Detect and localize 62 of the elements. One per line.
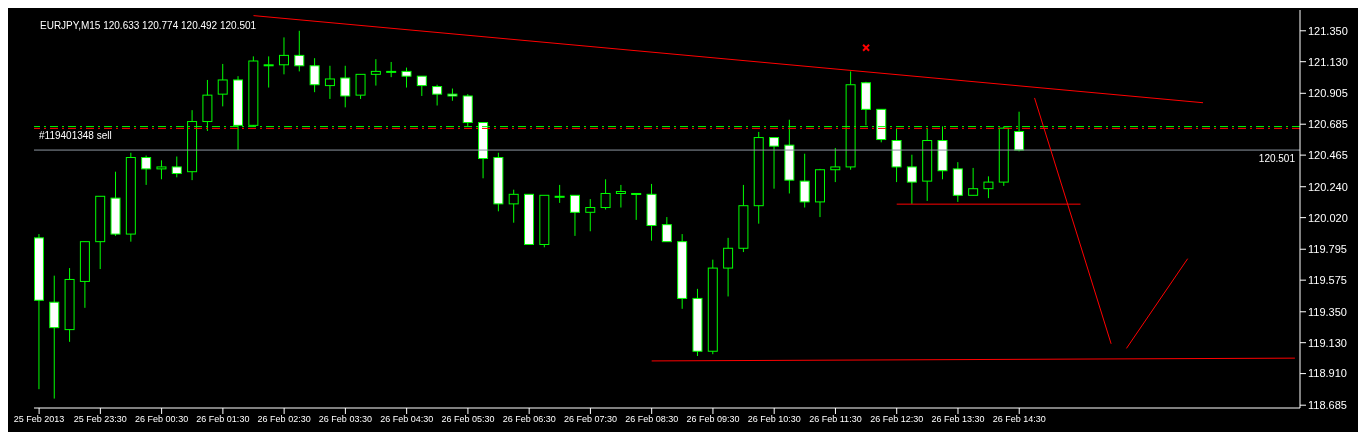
candlestick — [631, 192, 642, 221]
candlestick — [585, 198, 596, 232]
x-tick-label: 26 Feb 13:30 — [931, 414, 985, 425]
y-tick-label: 119.130 — [1308, 336, 1347, 349]
y-tick-label: 120.020 — [1308, 211, 1348, 224]
candlestick — [615, 184, 626, 209]
candlestick — [661, 216, 672, 243]
y-tick-label: 119.795 — [1308, 243, 1347, 256]
y-tick-label: 120.465 — [1308, 149, 1348, 162]
candlestick — [416, 75, 427, 97]
y-tick-label: 121.350 — [1308, 24, 1348, 37]
candlestick — [263, 55, 274, 89]
candlestick — [830, 147, 841, 183]
x-tick-label: 25 Feb 23:30 — [73, 414, 127, 425]
candlestick — [278, 36, 289, 75]
candlestick — [141, 155, 152, 186]
candlestick — [769, 137, 780, 190]
y-tick-label: 121.130 — [1308, 55, 1348, 68]
x-tick-label: 26 Feb 03:30 — [318, 414, 372, 425]
candlestick — [217, 63, 228, 107]
candlestick — [294, 30, 305, 72]
candlestick — [340, 65, 351, 108]
candlestick — [401, 67, 412, 89]
y-tick-label: 119.350 — [1308, 305, 1347, 318]
x-tick-label: 26 Feb 07:30 — [563, 414, 617, 425]
candlestick — [156, 159, 167, 180]
y-tick-label: 119.575 — [1308, 274, 1347, 287]
x-tick-label: 26 Feb 06:30 — [502, 414, 556, 425]
candlestick — [508, 189, 519, 224]
x-tick-label: 25 Feb 2013 — [13, 414, 65, 425]
x-tick-label: 26 Feb 12:30 — [870, 414, 924, 425]
candlestick — [600, 178, 611, 210]
text: EURJPY,M15 120.633 120.774 120.492 120.501 — [38, 20, 259, 31]
candlestick — [968, 167, 979, 196]
x-tick-label: 26 Feb 02:30 — [257, 414, 311, 425]
y-tick-label: 120.240 — [1308, 180, 1348, 193]
candlestick — [171, 156, 182, 178]
y-tick-label: 120.905 — [1308, 87, 1348, 100]
candlestick — [324, 65, 335, 100]
x-tick-label: 26 Feb 10:30 — [747, 414, 801, 425]
candlestick — [370, 58, 381, 87]
x-tick-label: 26 Feb 08:30 — [625, 414, 679, 425]
x-tick-label: 26 Feb 00:30 — [135, 414, 189, 425]
ref-line-label: 120.501 — [1258, 153, 1296, 165]
candlestick — [569, 194, 580, 237]
candlestick — [355, 73, 366, 100]
y-tick-label: 118.685 — [1308, 399, 1347, 412]
y-tick-label: 120.685 — [1308, 118, 1348, 131]
x-tick-label: 26 Feb 04:30 — [380, 414, 434, 425]
x-tick-label: 26 Feb 14:30 — [992, 414, 1046, 425]
candlestick — [983, 175, 994, 199]
x-tick-label: 26 Feb 11:30 — [809, 414, 862, 425]
y-tick-label: 118.910 — [1308, 367, 1347, 380]
ref-line-label: #119401348 sell — [39, 129, 112, 141]
candlestick — [309, 57, 320, 93]
candlestick — [906, 154, 917, 205]
x-tick-label: 26 Feb 01:30 — [196, 414, 250, 425]
candlestick — [432, 84, 443, 107]
candlestick — [723, 237, 734, 297]
candlestick — [799, 153, 810, 209]
x-tick-label: 26 Feb 05:30 — [441, 414, 495, 425]
x-tick-label: 26 Feb 09:30 — [686, 414, 740, 425]
